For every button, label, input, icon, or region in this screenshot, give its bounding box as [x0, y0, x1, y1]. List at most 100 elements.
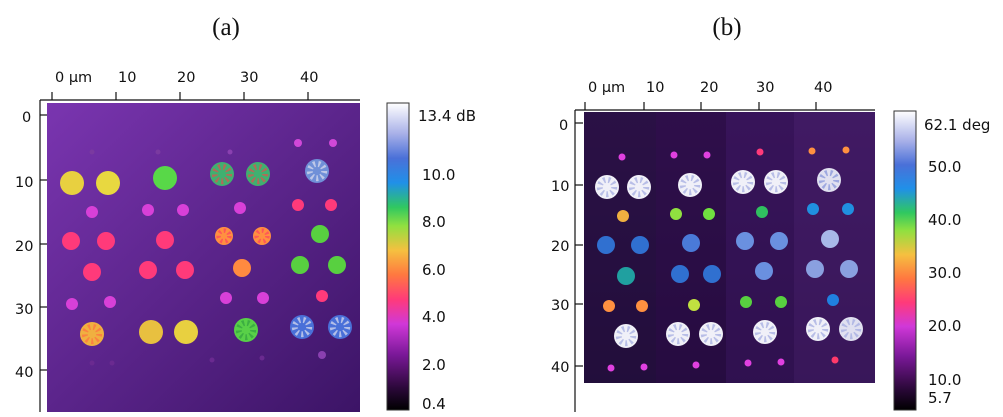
panel-b-dot: [827, 294, 839, 306]
panel-a-dot-texture: [247, 163, 269, 185]
panel-a-dot-texture: [81, 323, 103, 345]
panel-a-dot: [257, 292, 269, 304]
panel-a-colorbar-tick: 6.0: [422, 261, 446, 279]
panel-b-dot-texture: [679, 174, 701, 196]
panel-b-colorbar-tick: 5.7: [928, 389, 952, 407]
panel-b-dot: [806, 260, 824, 278]
panel-b-dot: [670, 151, 678, 159]
panel-a-dot: [89, 149, 95, 155]
panel-a-dot: [139, 320, 163, 344]
panel-a-dot-texture: [216, 228, 232, 244]
panel-b-dot: [821, 230, 839, 248]
panel-b-dot-texture: [700, 323, 722, 345]
panel-a-dot-texture: [329, 316, 351, 338]
panel-a-dot: [104, 296, 116, 308]
panel-b-dot: [617, 267, 635, 285]
panel-a-y-tick-label: 20: [15, 239, 33, 255]
panel-b-dot: [618, 153, 626, 161]
panel-b-colorbar-tick: 30.0: [928, 264, 961, 282]
panel-b-dot: [775, 296, 787, 308]
panel-b-colorbar-gradient: [893, 110, 917, 411]
panel-a-y-tick-label: 10: [15, 175, 33, 191]
panel-a-dot: [62, 232, 80, 250]
panel-b-dot-array: [595, 146, 863, 372]
panel-b-dot: [688, 299, 700, 311]
panel-a-dot: [234, 202, 246, 214]
panel-a-dot: [220, 292, 232, 304]
panel-a-colorbar-tick: 2.0: [422, 356, 446, 374]
panel-a-dot: [155, 149, 161, 155]
panel-a-x-tick-label: 40: [300, 70, 318, 86]
panel-b-dot: [755, 262, 773, 280]
panel-b-x-tick-label: 30: [756, 80, 774, 96]
panel-b-dot: [703, 151, 711, 159]
panel-b-y-tick-label: 20: [551, 239, 569, 255]
panel-a-dot: [66, 298, 78, 310]
panel-b-x-tick-label: 10: [646, 80, 664, 96]
panel-b-dot: [671, 265, 689, 283]
panel-a-dot: [83, 263, 101, 281]
panel-b-dot-texture: [732, 171, 754, 193]
panel-b-x-tick-label: 0 µm: [588, 80, 625, 96]
panel-b-dot: [640, 363, 648, 371]
panel-b-label: (b): [712, 14, 741, 41]
panel-a-dot: [325, 199, 337, 211]
panel-b-dot: [744, 359, 752, 367]
panel-b-dot: [736, 232, 754, 250]
panel-b-dot: [770, 232, 788, 250]
panel-a-x-tick-label: 20: [177, 70, 195, 86]
panel-b-colorbar: 62.1 deg 50.0 40.0 30.0 20.0 10.0 5.7: [893, 110, 990, 411]
panel-b-colorbar-tick: 62.1 deg: [924, 116, 990, 134]
panel-b-dot: [777, 358, 785, 366]
panel-b-dot: [756, 206, 768, 218]
panel-a-colorbar-tick: 8.0: [422, 213, 446, 231]
panel-b-colorbar-tick: 20.0: [928, 317, 961, 335]
panel-b-dot: [597, 236, 615, 254]
panel-a-dot-texture: [291, 316, 313, 338]
panel-a-colorbar-tick: 0.4: [422, 395, 446, 413]
panel-a-dot: [89, 360, 95, 366]
panel-a-dot: [328, 256, 346, 274]
panel-a-x-tick-label: 10: [118, 70, 136, 86]
panel-a-dot: [142, 204, 154, 216]
panel-a-dot: [292, 199, 304, 211]
panel-a-dot: [139, 261, 157, 279]
panel-b-y-tick-label: 10: [551, 179, 569, 195]
panel-b-dot: [808, 147, 816, 155]
panel-b-dot: [636, 300, 648, 312]
panel-a-dot: [233, 259, 251, 277]
panel-b-dot: [603, 300, 615, 312]
panel-a-colorbar: 13.4 dB 10.0 8.0 6.0 4.0 2.0 0.4: [386, 102, 476, 413]
panel-a-y-tick-label: 40: [15, 365, 33, 381]
panel-b-y-tick-label: 30: [551, 298, 569, 314]
panel-b-dot: [756, 148, 764, 156]
panel-a-dot-texture: [235, 319, 257, 341]
panel-a-colorbar-tick: 10.0: [422, 166, 455, 184]
panel-a-x-tick-label: 0 µm: [55, 70, 92, 86]
panel-a-dot: [97, 232, 115, 250]
panel-a-dot: [96, 171, 120, 195]
panel-b-dot-texture: [596, 176, 618, 198]
panel-b-dot-texture: [754, 321, 776, 343]
panel-a: (a) 0 µm 10 20 30 40 0 10 20 30: [15, 14, 476, 413]
panel-b-scan-strip: [794, 112, 875, 383]
panel-b: (b) 0 µm 10 20 30 40 0 10 20 30 40: [551, 14, 990, 412]
panel-b-dot: [617, 210, 629, 222]
panel-a-dot: [176, 261, 194, 279]
panel-b-y-tick-label: 40: [551, 360, 569, 376]
panel-b-colorbar-tick: 50.0: [928, 158, 961, 176]
panel-b-dot-texture: [840, 318, 862, 340]
panel-a-dot: [174, 320, 198, 344]
panel-a-dot: [318, 351, 326, 359]
panel-b-x-axis: 0 µm 10 20 30 40: [575, 80, 875, 111]
panel-a-y-tick-label: 0: [22, 110, 31, 126]
panel-a-colorbar-gradient: [386, 102, 410, 411]
panel-a-x-tick-label: 30: [240, 70, 258, 86]
panel-a-colorbar-tick: 4.0: [422, 308, 446, 326]
panel-a-dot: [153, 166, 177, 190]
panel-b-dot: [840, 260, 858, 278]
panel-a-dot-texture: [306, 160, 328, 182]
panel-b-dot-texture: [615, 325, 637, 347]
panel-b-dot: [607, 364, 615, 372]
